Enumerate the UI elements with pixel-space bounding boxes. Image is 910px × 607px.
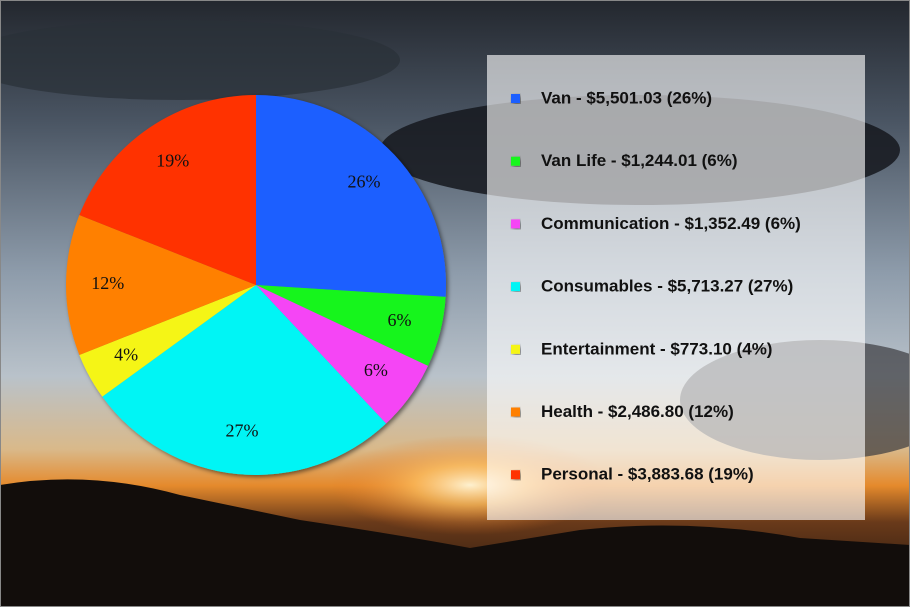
legend-marker	[511, 156, 520, 166]
legend-marker	[511, 407, 520, 417]
pie-slice	[102, 285, 387, 475]
legend-entry: Van - $5,501.03 (26%)	[541, 88, 712, 107]
data-label: 4%	[114, 345, 138, 365]
data-label: 6%	[388, 310, 412, 330]
pie-slice	[66, 215, 257, 355]
legend-entry: Entertainment - $773.10 (4%)	[541, 339, 772, 358]
data-label: 12%	[91, 273, 124, 293]
legend-entry: Van Life - $1,244.01 (6%)	[541, 151, 738, 170]
pie-slice	[256, 285, 446, 366]
data-label: 6%	[364, 360, 388, 380]
legend-marker	[511, 470, 520, 480]
pie-slice	[256, 95, 446, 297]
legend-marker	[511, 94, 520, 103]
legend-marker	[511, 344, 520, 354]
legend-marker	[511, 282, 520, 292]
legend-entry: Health - $2,486.80 (12%)	[541, 402, 734, 421]
legend-box	[487, 55, 865, 520]
pie-slice	[79, 285, 256, 397]
legend-entry: Consumables - $5,713.27 (27%)	[541, 277, 793, 296]
data-label: 26%	[348, 172, 381, 192]
cloud	[0, 20, 400, 100]
legend-entry: Communication - $1,352.49 (6%)	[541, 214, 801, 233]
legend-entry: Personal - $3,883.68 (19%)	[541, 465, 754, 484]
legend-marker	[511, 219, 520, 229]
pie-slice	[79, 95, 256, 285]
pie-slice	[256, 285, 428, 424]
data-label: 19%	[156, 151, 189, 171]
pie	[66, 95, 446, 475]
mountains	[0, 479, 910, 607]
data-label: 27%	[226, 421, 259, 441]
